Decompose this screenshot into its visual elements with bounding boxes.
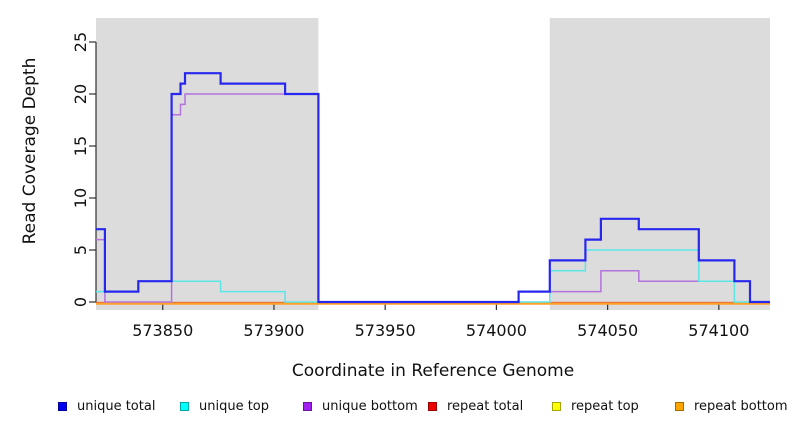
- x-tick-label: 573900: [243, 321, 304, 340]
- y-tick-label: 25: [71, 32, 90, 52]
- shaded-region-2: [549, 18, 770, 310]
- legend-item-repeat-total: repeat total: [428, 397, 523, 415]
- x-tick-label: 574050: [577, 321, 638, 340]
- legend-label: unique total: [77, 398, 156, 414]
- series-line-unique-total: [96, 72, 770, 304]
- legend-swatch-icon: [428, 401, 437, 411]
- coverage-plot-canvas: 573850 573900 573950 574000 574050 574100 0 5 10…: [71, 18, 770, 340]
- legend-swatch-icon: [675, 401, 684, 411]
- y-axis-title: Read Coverage Depth: [20, 57, 40, 245]
- x-tick-label: 573850: [132, 321, 193, 340]
- shaded-region-1: [96, 18, 319, 310]
- legend-label: unique top: [199, 398, 270, 414]
- legend-item-unique-total: unique total: [58, 397, 155, 415]
- y-tick-label: 5: [71, 245, 90, 255]
- legend-item-unique-top: unique top: [180, 397, 269, 415]
- y-tick-label: 10: [71, 188, 90, 208]
- x-tick-label: 574100: [688, 321, 749, 340]
- x-tick-label: 573950: [355, 321, 416, 340]
- legend-label: unique bottom: [322, 398, 418, 414]
- x-tick-label: 574000: [466, 321, 527, 340]
- legend-label: repeat bottom: [694, 398, 788, 414]
- y-tick-label: 20: [71, 84, 90, 104]
- legend-item-unique-bottom: unique bottom: [303, 397, 418, 415]
- legend-label: repeat total: [447, 398, 524, 414]
- legend-swatch-icon: [180, 401, 189, 411]
- legend-label: repeat top: [571, 398, 639, 414]
- legend-swatch-icon: [58, 401, 67, 411]
- x-axis-title: Coordinate in Reference Genome: [291, 361, 575, 381]
- legend-swatch-icon: [303, 401, 312, 411]
- legend-item-repeat-bottom: repeat bottom: [675, 397, 788, 415]
- legend-swatch-icon: [552, 401, 561, 411]
- y-tick-label: 15: [71, 136, 90, 156]
- y-tick-label: 0: [71, 297, 90, 307]
- legend-item-repeat-top: repeat top: [552, 397, 639, 415]
